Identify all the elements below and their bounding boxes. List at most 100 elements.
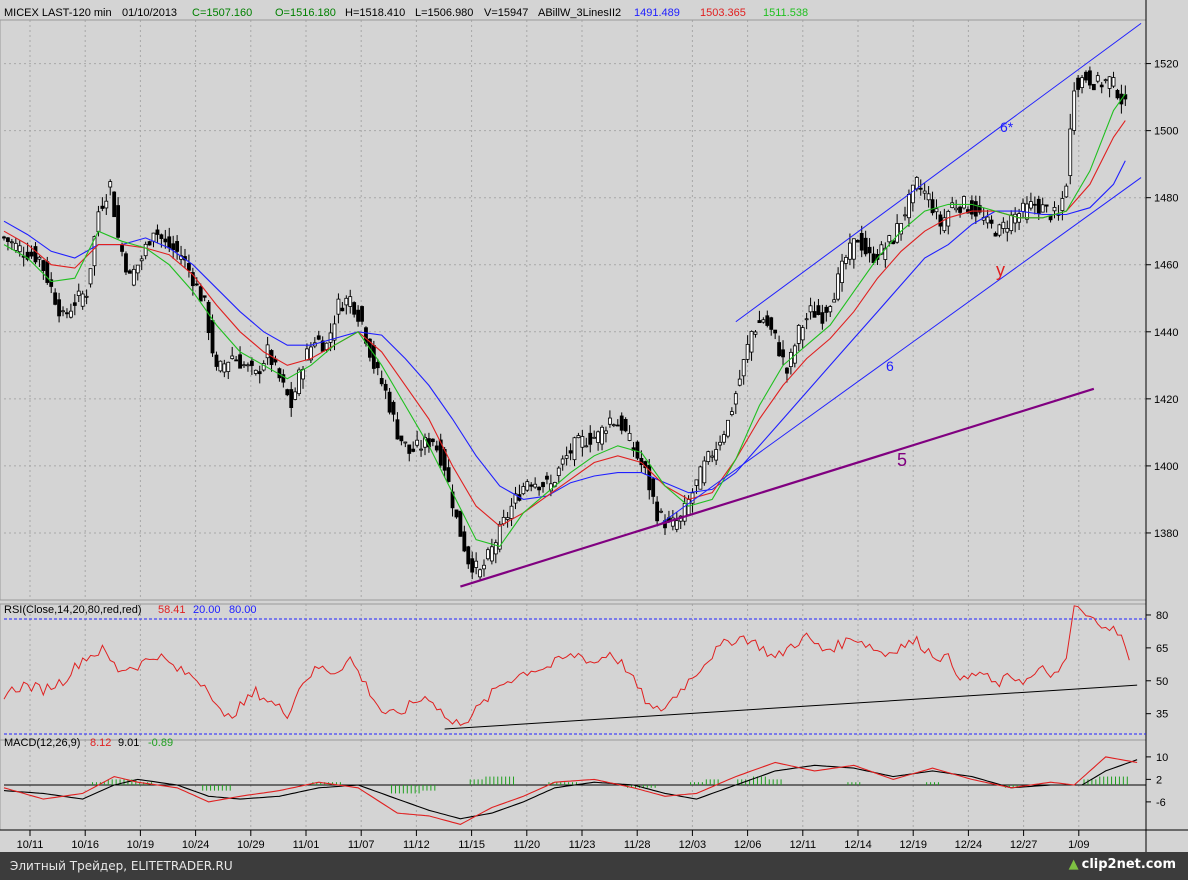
header-date: 01/10/2013 [122, 7, 177, 19]
upload-arrow-icon: ▲ [1068, 857, 1079, 872]
candle-body [926, 193, 931, 201]
candle-body [230, 355, 235, 359]
candle-body [596, 431, 601, 443]
footer-bar: Элитный Трейдер, ELITETRADER.RU ▲ clip2ne… [0, 852, 1188, 880]
candle-body [159, 234, 164, 239]
candle-body [564, 455, 569, 459]
candle-body [1032, 203, 1037, 206]
candle-body [387, 391, 392, 413]
candle-body [41, 260, 46, 271]
logo-text: clip2net.com [1081, 857, 1176, 872]
candle-body [694, 479, 699, 486]
panes [0, 0, 1188, 852]
candle-body [438, 439, 443, 466]
candle-body [486, 549, 490, 560]
candle-body [84, 295, 89, 298]
candle-body [289, 389, 294, 408]
x-tick-label: 10/16 [71, 839, 99, 851]
candle-body [600, 426, 604, 445]
rsi-trendline [444, 684, 1138, 730]
candle-body [962, 196, 966, 209]
candle-body [686, 499, 691, 516]
candle-body [226, 361, 231, 372]
candle-body [938, 214, 943, 227]
candle-body [824, 306, 829, 313]
candle-body [851, 238, 856, 260]
candle-body [958, 206, 962, 213]
y-tick-label: 1460 [1154, 260, 1178, 272]
moving-average-line-2 [3, 120, 1126, 527]
macd-title: MACD(12,26,9) [4, 737, 80, 749]
macd-line [3, 756, 1138, 825]
candle-body [1088, 70, 1092, 86]
candle-body [749, 331, 754, 353]
candle-body [120, 245, 124, 252]
candle-body [434, 445, 439, 451]
candle-body [985, 216, 990, 224]
candle-body [702, 460, 707, 484]
x-tick-label: 10/29 [237, 839, 265, 851]
candle-body [167, 236, 172, 249]
candle-body [482, 564, 486, 570]
candle-body [1001, 221, 1006, 229]
candle-body [139, 258, 144, 262]
candle-body [848, 242, 852, 260]
candle-body [560, 458, 565, 465]
candle-body [489, 546, 494, 562]
candle-body [993, 232, 998, 237]
candle-body [61, 310, 65, 313]
main-title: MICEX LAST-120 min [4, 7, 112, 19]
candle-body [1084, 71, 1088, 81]
candle-body [572, 437, 577, 461]
candle-body [816, 305, 821, 315]
candle-body [76, 290, 81, 296]
candle-body [57, 299, 61, 317]
marks [2, 22, 1146, 825]
candle-body [281, 374, 286, 383]
candle-body [737, 378, 742, 386]
candle-body [1009, 214, 1014, 232]
candle-body [804, 318, 809, 321]
candle-body [135, 264, 140, 274]
candle-body [6, 237, 10, 242]
candle-body [238, 354, 242, 369]
candle-body [446, 467, 451, 482]
x-tick-label: 11/23 [569, 839, 596, 851]
macd-histogram-value: -0.89 [148, 737, 173, 749]
candle-body [308, 346, 313, 361]
candle-body [706, 451, 711, 463]
candle-body [1080, 77, 1084, 88]
trendline-label: 6* [1000, 119, 1014, 135]
moving-average-line-1 [3, 160, 1126, 500]
candle-body [336, 298, 341, 315]
candle-body [1040, 204, 1045, 213]
candle-body [194, 283, 199, 286]
clip2net-logo[interactable]: ▲ clip2net.com [1069, 857, 1176, 872]
rsi-title: RSI(Close,14,20,80,red,red) [4, 604, 142, 616]
candle-body [844, 257, 848, 264]
candle-body [466, 546, 471, 565]
candle-body [29, 251, 34, 257]
trendline [460, 387, 1095, 588]
chart-canvas: MICEX LAST-120 min 01/10/2013 C=1507.160… [0, 0, 1188, 852]
candle-body [403, 441, 408, 444]
candle-body [820, 312, 825, 324]
macd-tick-label: 10 [1156, 752, 1168, 764]
candle-body [726, 419, 730, 437]
candle-body [781, 349, 785, 358]
candle-body [1103, 79, 1108, 82]
candle-body [360, 306, 364, 322]
candle-body [867, 246, 872, 254]
x-tick-label: 1/09 [1068, 839, 1089, 851]
candle-body [190, 272, 195, 287]
candle-body [670, 517, 675, 527]
candle-body [1044, 204, 1049, 207]
candle-body [950, 202, 955, 209]
candle-body [171, 243, 176, 251]
candle-body [1052, 207, 1057, 212]
macd-signal-value: 9.01 [118, 737, 139, 749]
candle-body [391, 401, 396, 415]
candle-body [352, 302, 357, 315]
header-low: L=1506.980 [415, 7, 473, 19]
candle-body [395, 419, 400, 440]
